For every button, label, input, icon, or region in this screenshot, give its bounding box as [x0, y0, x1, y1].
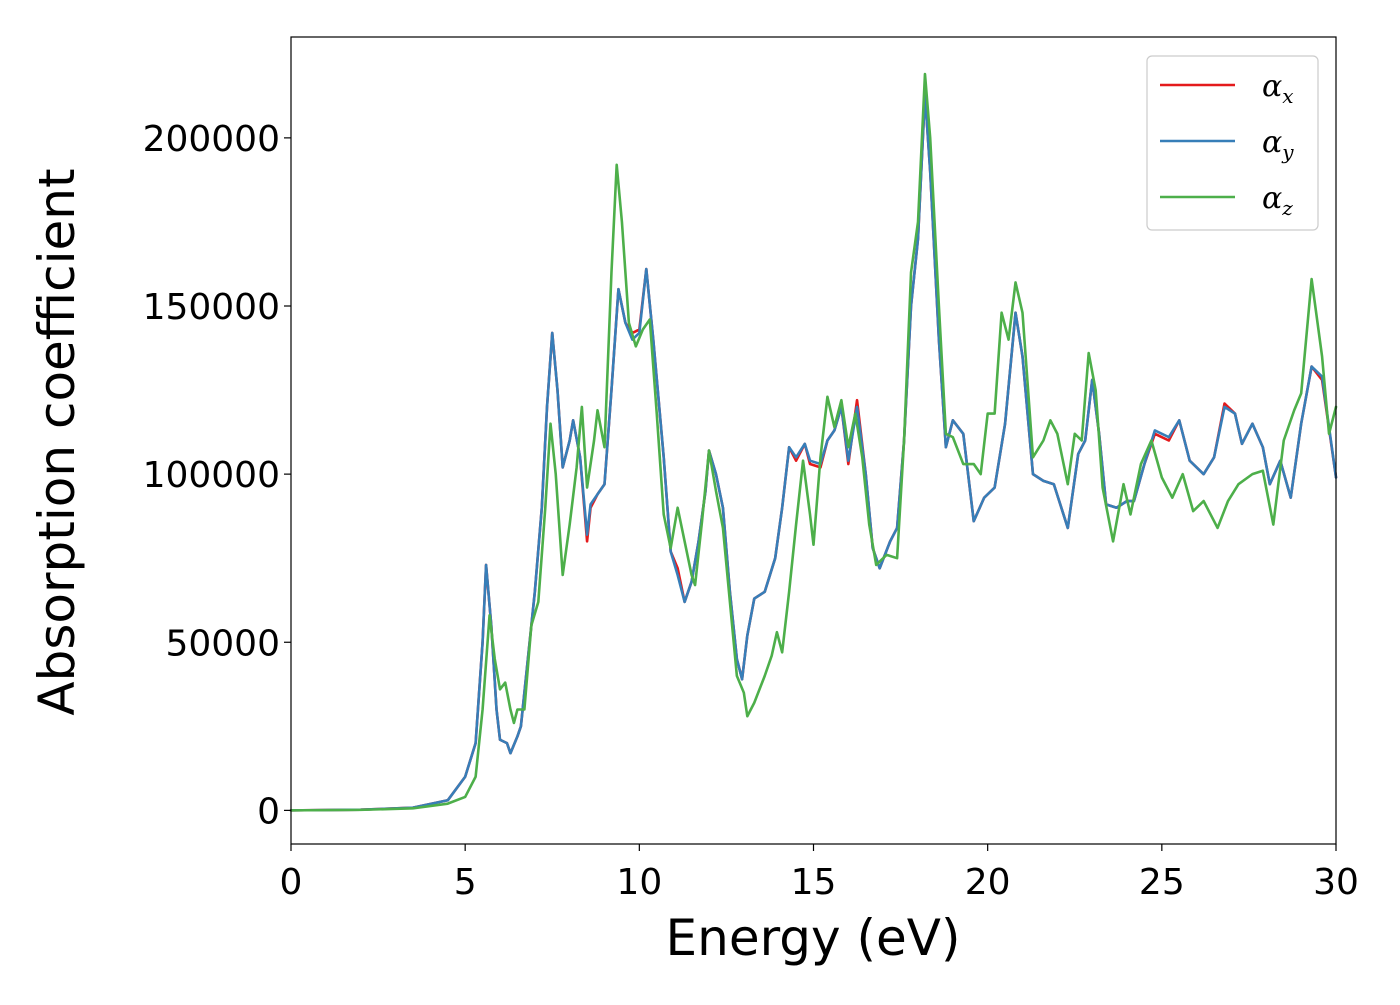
legend-box	[1146, 55, 1319, 231]
x-tick-label: 20	[965, 862, 1011, 903]
x-tick-label: 30	[1313, 862, 1359, 903]
x-tick-label: 10	[616, 862, 662, 903]
y-tick-label: 200000	[143, 119, 280, 160]
series-layer	[289, 72, 1338, 812]
series-line-z	[289, 72, 1338, 812]
legend-label-y: αy	[1262, 125, 1294, 164]
x-axis-title: Energy (eV)	[666, 909, 961, 967]
x-tick-label: 15	[791, 862, 837, 903]
y-tick-label: 0	[257, 791, 280, 832]
legend-label-x: αx	[1262, 69, 1294, 108]
y-axis-title: Absorption coefficient	[28, 168, 86, 715]
y-tick-label: 50000	[165, 623, 280, 664]
legend: αx αy αz	[1146, 55, 1319, 231]
legend-label-z: αz	[1262, 181, 1293, 220]
x-tick-label: 5	[454, 862, 477, 903]
x-tick-label: 0	[280, 862, 303, 903]
y-tick-label: 150000	[143, 287, 280, 328]
y-tick-label: 100000	[143, 455, 280, 496]
x-tick-label: 25	[1139, 862, 1185, 903]
tick-layer: 0 5 10 15 20 25 30 0 50000 100000 150000 200000	[143, 119, 1359, 903]
